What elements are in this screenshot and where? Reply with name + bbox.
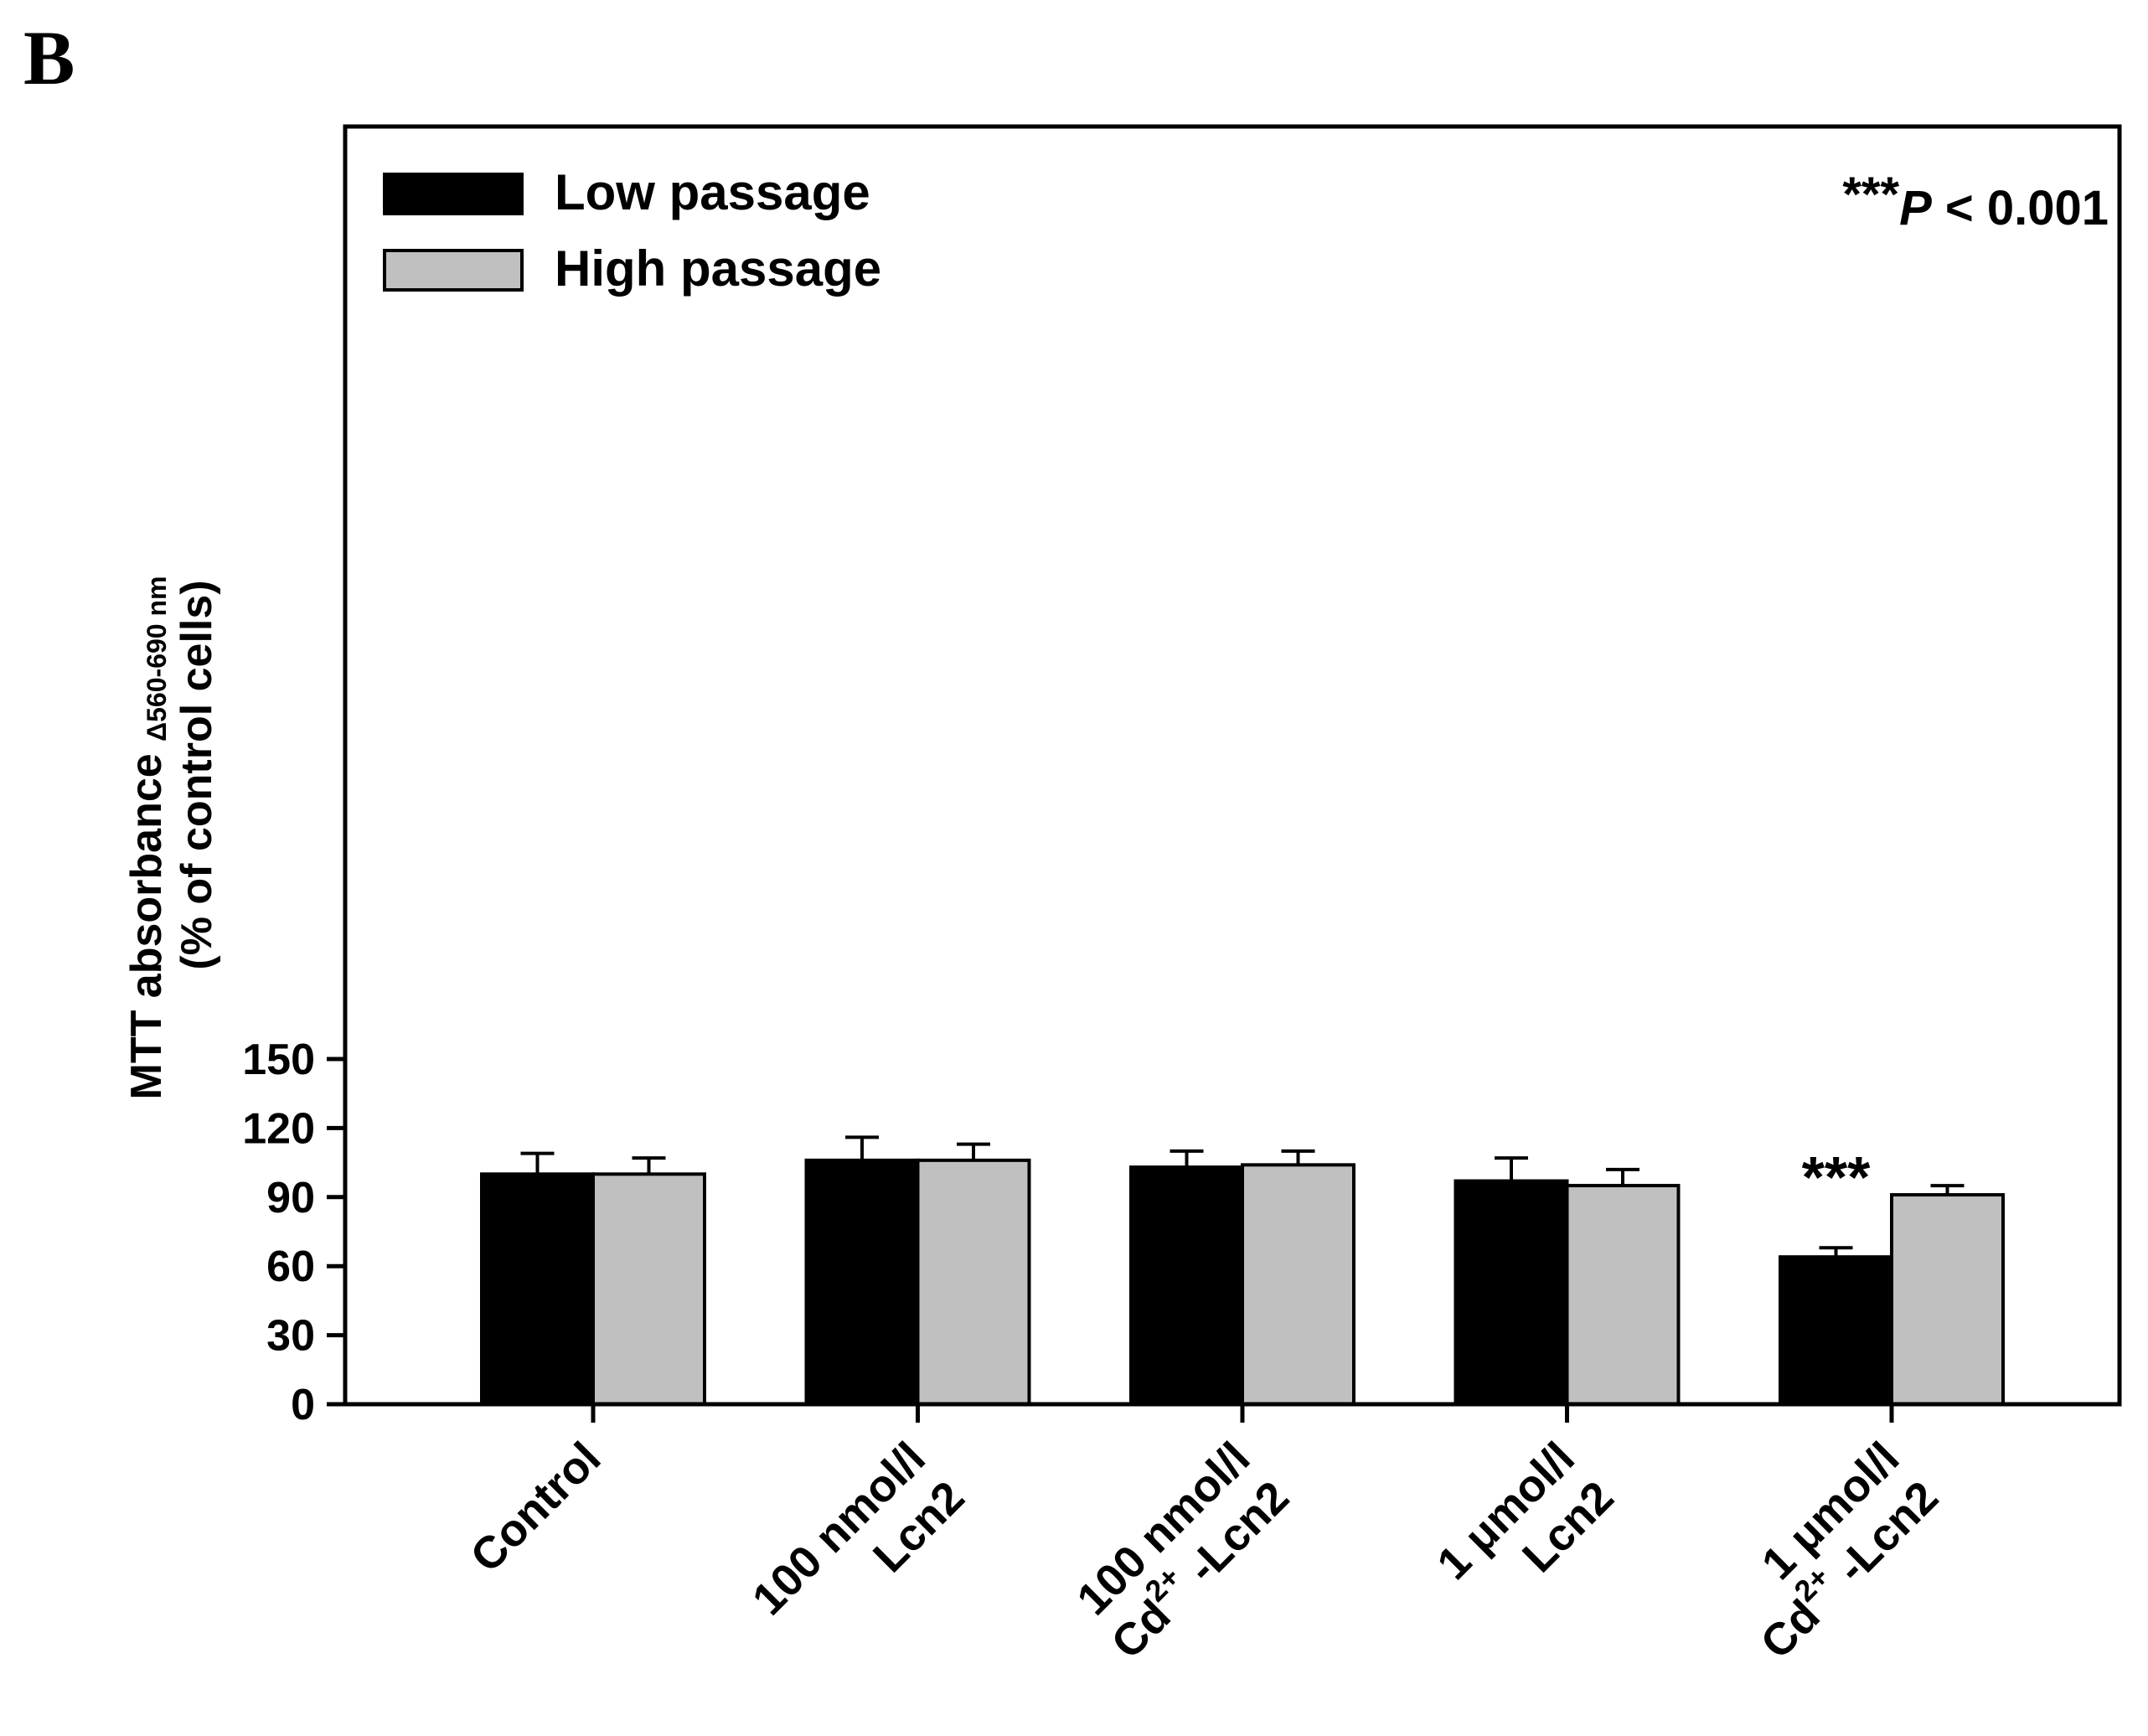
bar-low-passage-4 [1779, 1255, 1893, 1406]
panel-label: B [23, 15, 75, 101]
y-axis-title-line2: (% of control cells) [173, 580, 221, 969]
legend-swatch-1 [383, 249, 524, 292]
bar-low-passage-2 [1129, 1165, 1244, 1406]
error-bars-layer: *** [520, 1135, 1965, 1258]
bar-low-passage-3 [1454, 1179, 1569, 1406]
y-tick-label: 0 [291, 1381, 315, 1429]
legend-swatch-0 [383, 173, 524, 215]
bars-layer [480, 1158, 2005, 1407]
p-value-threshold: < 0.001 [1932, 181, 2109, 235]
bar-high-passage-1 [916, 1158, 1031, 1407]
legend-label-1: High passage [555, 240, 881, 297]
y-tick-label: 30 [266, 1312, 315, 1361]
y-axis-title-subscript: Δ560-690 nm [142, 576, 172, 741]
p-value-annotation: ***P < 0.001 [1842, 168, 2109, 235]
y-axis-title-line1: MTT absorbance Δ560-690 nm [122, 576, 172, 1100]
significance-stars: *** [1802, 1144, 1871, 1210]
y-tick-label: 120 [242, 1104, 315, 1153]
x-tick-label-line: Control [461, 1433, 610, 1582]
bar-high-passage-3 [1565, 1184, 1681, 1406]
bar-high-passage-2 [1241, 1163, 1355, 1406]
y-axis-title-main: MTT absorbance [122, 741, 171, 1100]
p-value-symbol: P [1899, 181, 1932, 235]
bar-high-passage-0 [591, 1172, 706, 1406]
p-value-stars: *** [1842, 168, 1899, 222]
bar-low-passage-1 [804, 1158, 920, 1407]
plot-area-frame [343, 124, 2122, 1407]
bar-high-passage-4 [1890, 1193, 2005, 1406]
legend-label-0: Low passage [555, 164, 870, 220]
y-tick-label: 90 [266, 1174, 315, 1222]
x-tick-label-0: Control [461, 1433, 610, 1582]
legend: Low passage High passage [383, 164, 881, 297]
bar-low-passage-0 [480, 1172, 595, 1406]
y-tick-label: 60 [266, 1243, 315, 1291]
y-axis-title: MTT absorbance Δ560-690 nm (% of control… [122, 576, 221, 1100]
y-tick-label: 150 [242, 1036, 315, 1084]
y-axis: 0 30 60 90 120 150 [242, 1036, 345, 1429]
